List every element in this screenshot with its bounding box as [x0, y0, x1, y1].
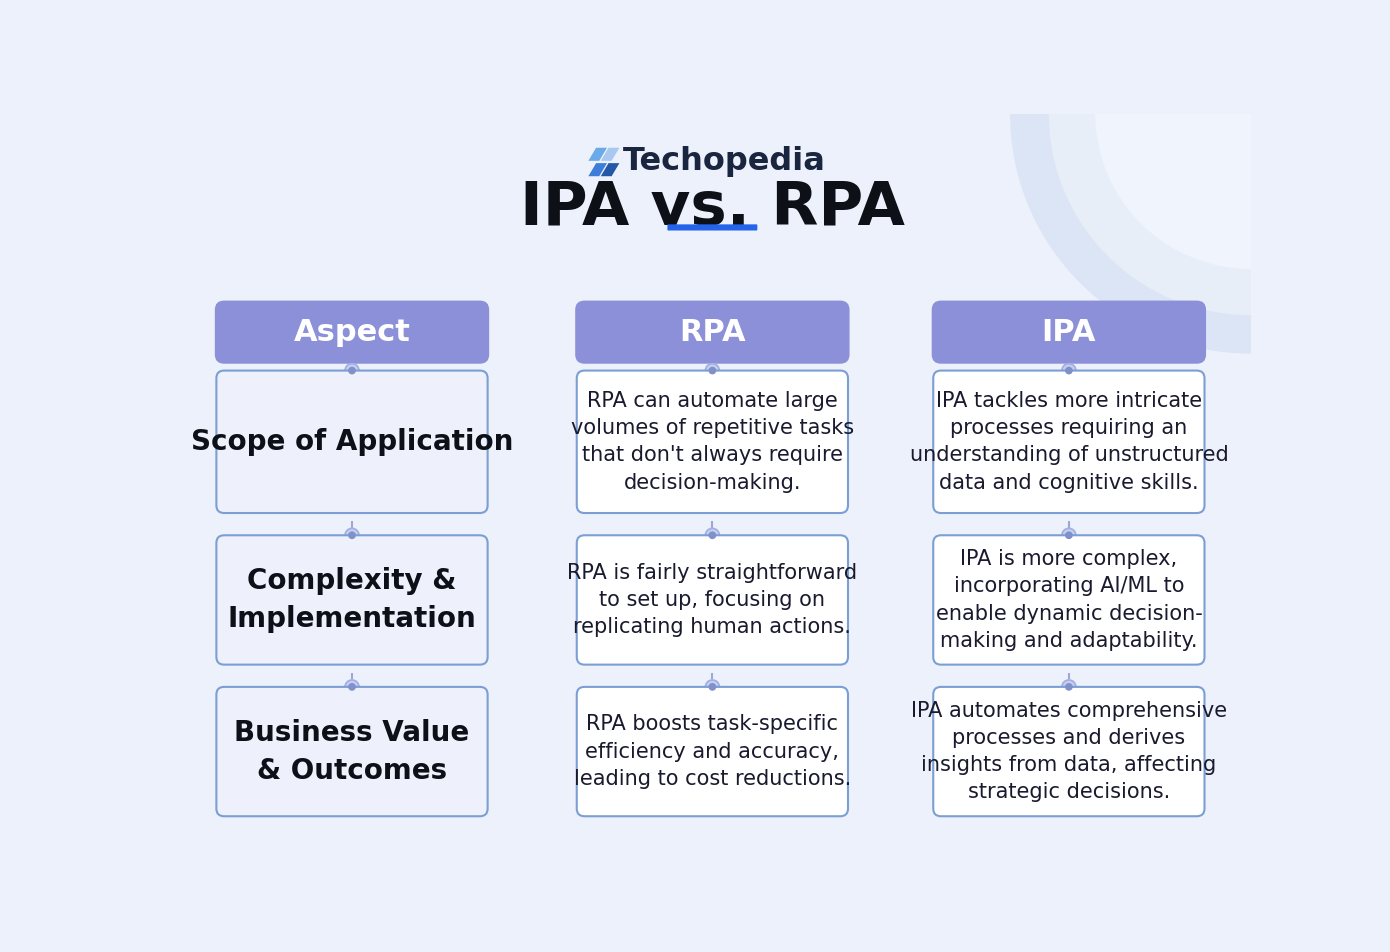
- Text: IPA vs. RPA: IPA vs. RPA: [520, 179, 905, 238]
- Circle shape: [345, 528, 359, 543]
- FancyBboxPatch shape: [933, 370, 1205, 513]
- Circle shape: [705, 680, 720, 694]
- FancyBboxPatch shape: [933, 687, 1205, 816]
- FancyBboxPatch shape: [217, 370, 488, 513]
- Circle shape: [348, 367, 356, 374]
- Circle shape: [348, 683, 356, 691]
- FancyBboxPatch shape: [577, 687, 848, 816]
- Circle shape: [1011, 0, 1390, 353]
- Circle shape: [705, 528, 720, 543]
- FancyBboxPatch shape: [217, 687, 488, 816]
- FancyBboxPatch shape: [577, 535, 848, 664]
- Circle shape: [1062, 680, 1076, 694]
- Circle shape: [1049, 0, 1390, 314]
- Circle shape: [1065, 367, 1073, 374]
- Circle shape: [348, 531, 356, 539]
- Text: IPA is more complex,
incorporating AI/ML to
enable dynamic decision-
making and : IPA is more complex, incorporating AI/ML…: [935, 549, 1202, 651]
- Circle shape: [709, 683, 716, 691]
- Circle shape: [705, 364, 720, 378]
- Circle shape: [1065, 683, 1073, 691]
- Polygon shape: [588, 163, 607, 176]
- Text: RPA is fairly straightforward
to set up, focusing on
replicating human actions.: RPA is fairly straightforward to set up,…: [567, 563, 858, 637]
- FancyBboxPatch shape: [931, 301, 1207, 364]
- Text: IPA automates comprehensive
processes and derives
insights from data, affecting
: IPA automates comprehensive processes an…: [910, 701, 1227, 803]
- Text: Business Value
& Outcomes: Business Value & Outcomes: [235, 719, 470, 784]
- Text: Scope of Application: Scope of Application: [190, 427, 513, 456]
- FancyBboxPatch shape: [667, 225, 758, 230]
- Text: RPA boosts task-specific
efficiency and accuracy,
leading to cost reductions.: RPA boosts task-specific efficiency and …: [574, 714, 851, 789]
- Circle shape: [1062, 364, 1076, 378]
- Circle shape: [1065, 531, 1073, 539]
- Circle shape: [709, 531, 716, 539]
- FancyBboxPatch shape: [933, 535, 1205, 664]
- Circle shape: [345, 680, 359, 694]
- Circle shape: [345, 364, 359, 378]
- Text: RPA can automate large
volumes of repetitive tasks
that don't always require
dec: RPA can automate large volumes of repeti…: [571, 391, 853, 492]
- Text: Techopedia: Techopedia: [623, 147, 826, 177]
- Polygon shape: [600, 148, 620, 161]
- Text: Complexity &
Implementation: Complexity & Implementation: [228, 567, 477, 633]
- FancyBboxPatch shape: [577, 370, 848, 513]
- Polygon shape: [600, 163, 620, 176]
- Circle shape: [1095, 0, 1390, 268]
- Text: Aspect: Aspect: [293, 318, 410, 347]
- Text: RPA: RPA: [680, 318, 745, 347]
- FancyBboxPatch shape: [215, 301, 489, 364]
- FancyBboxPatch shape: [217, 535, 488, 664]
- FancyBboxPatch shape: [575, 301, 849, 364]
- Polygon shape: [588, 148, 607, 161]
- Circle shape: [709, 367, 716, 374]
- Text: IPA tackles more intricate
processes requiring an
understanding of unstructured
: IPA tackles more intricate processes req…: [909, 391, 1229, 492]
- Circle shape: [1062, 528, 1076, 543]
- Text: IPA: IPA: [1041, 318, 1097, 347]
